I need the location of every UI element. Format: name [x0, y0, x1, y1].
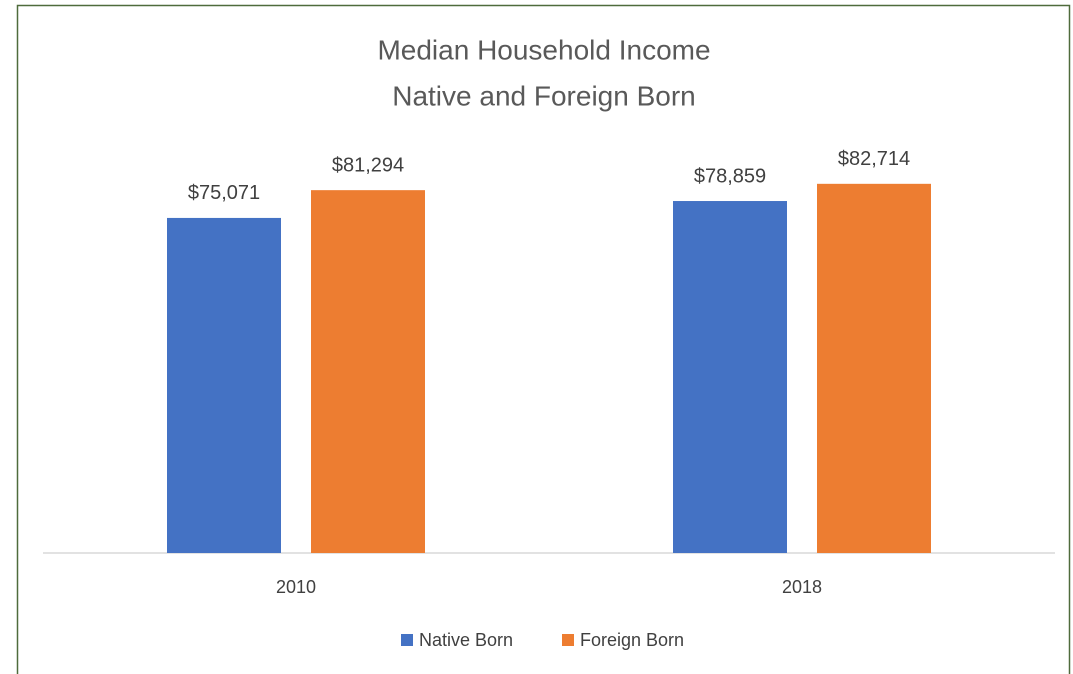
data-label: $82,714: [838, 148, 910, 170]
data-label: $75,071: [188, 182, 260, 204]
legend-swatch: [562, 634, 574, 646]
data-label: $78,859: [694, 165, 766, 187]
data-label: $81,294: [332, 154, 404, 176]
chart-subtitle: Native and Foreign Born: [392, 80, 696, 111]
chart-title: Median Household Income: [377, 34, 710, 65]
x-tick-label: 2010: [276, 577, 316, 597]
bar: [817, 183, 931, 554]
legend-label: Native Born: [419, 630, 513, 650]
bar: [673, 201, 787, 553]
legend-label: Foreign Born: [580, 630, 684, 650]
bar: [167, 217, 281, 553]
bar: [311, 190, 425, 553]
x-tick-label: 2018: [782, 577, 822, 597]
legend-swatch: [401, 634, 413, 646]
